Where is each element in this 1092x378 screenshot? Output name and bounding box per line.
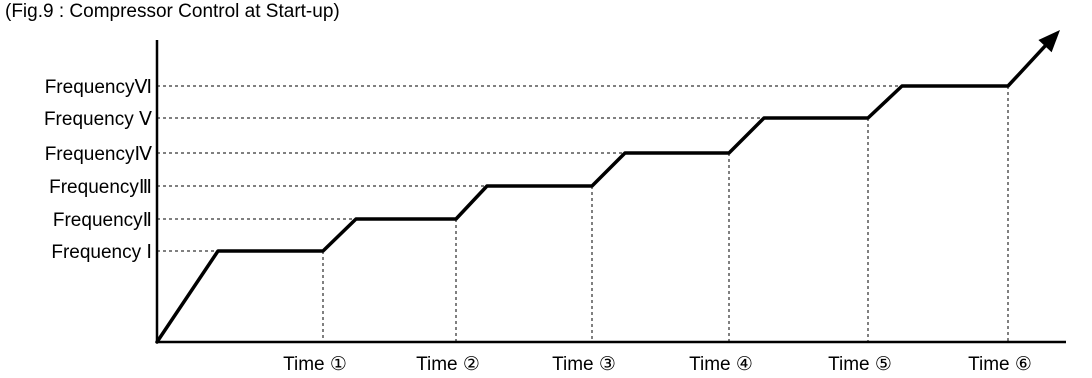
y-tick-labels: Frequency Ⅰ FrequencyⅡ FrequencyⅢ Frequency… — [44, 77, 153, 263]
y-tick-label-6: FrequencyⅥ — [45, 77, 152, 98]
y-tick-label-1: Frequency Ⅰ — [51, 242, 152, 263]
y-tick-label-3: FrequencyⅢ — [49, 177, 152, 198]
x-tick-label-6: Time ⑥ — [968, 354, 1032, 375]
y-tick-label-5: Frequency Ⅴ — [44, 109, 152, 130]
axes — [155, 40, 1066, 344]
guide-lines — [157, 85, 1009, 342]
x-tick-label-3: Time ③ — [552, 354, 616, 375]
x-tick-label-2: Time ② — [416, 354, 480, 375]
x-tick-label-5: Time ⑤ — [828, 354, 892, 375]
frequency-step-line — [155, 44, 1047, 344]
figure-title: (Fig.9 : Compressor Control at Start-up) — [5, 1, 340, 22]
series — [155, 30, 1060, 344]
x-tick-label-1: Time ① — [283, 354, 347, 375]
arrow-head — [1038, 30, 1060, 53]
y-tick-label-2: FrequencyⅡ — [53, 210, 152, 231]
x-tick-label-4: Time ④ — [689, 354, 753, 375]
x-tick-labels: Time ① Time ② Time ③ Time ④ Time ⑤ Time ⑥ — [283, 354, 1032, 375]
y-tick-label-4: FrequencyⅣ — [45, 144, 153, 165]
